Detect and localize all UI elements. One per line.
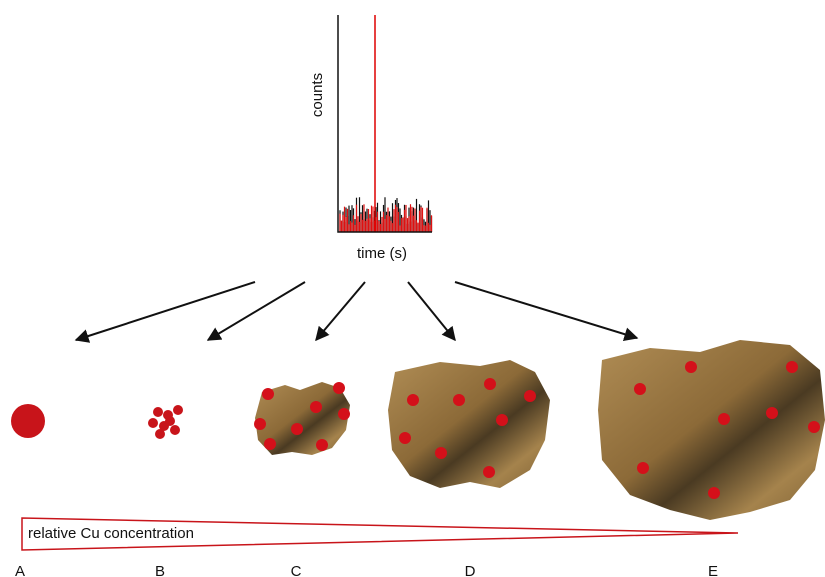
diagram: counts time (s) relative Cu concentratio… xyxy=(0,0,825,577)
particle-e xyxy=(598,340,825,520)
arrows xyxy=(76,282,637,340)
y-label: counts xyxy=(309,73,326,117)
panel-label: B xyxy=(155,563,165,577)
particle-a xyxy=(11,404,45,438)
gradient-label: relative Cu concentration xyxy=(28,525,194,542)
panel-label: E xyxy=(708,563,718,577)
panel-label: C xyxy=(291,563,302,577)
panel-label: D xyxy=(465,563,476,577)
particle-c xyxy=(254,382,350,455)
signal-noise xyxy=(340,197,432,232)
x-label: time (s) xyxy=(357,245,407,262)
particle-d xyxy=(388,360,550,488)
panel-label: A xyxy=(15,563,25,577)
particle-b xyxy=(148,405,183,439)
